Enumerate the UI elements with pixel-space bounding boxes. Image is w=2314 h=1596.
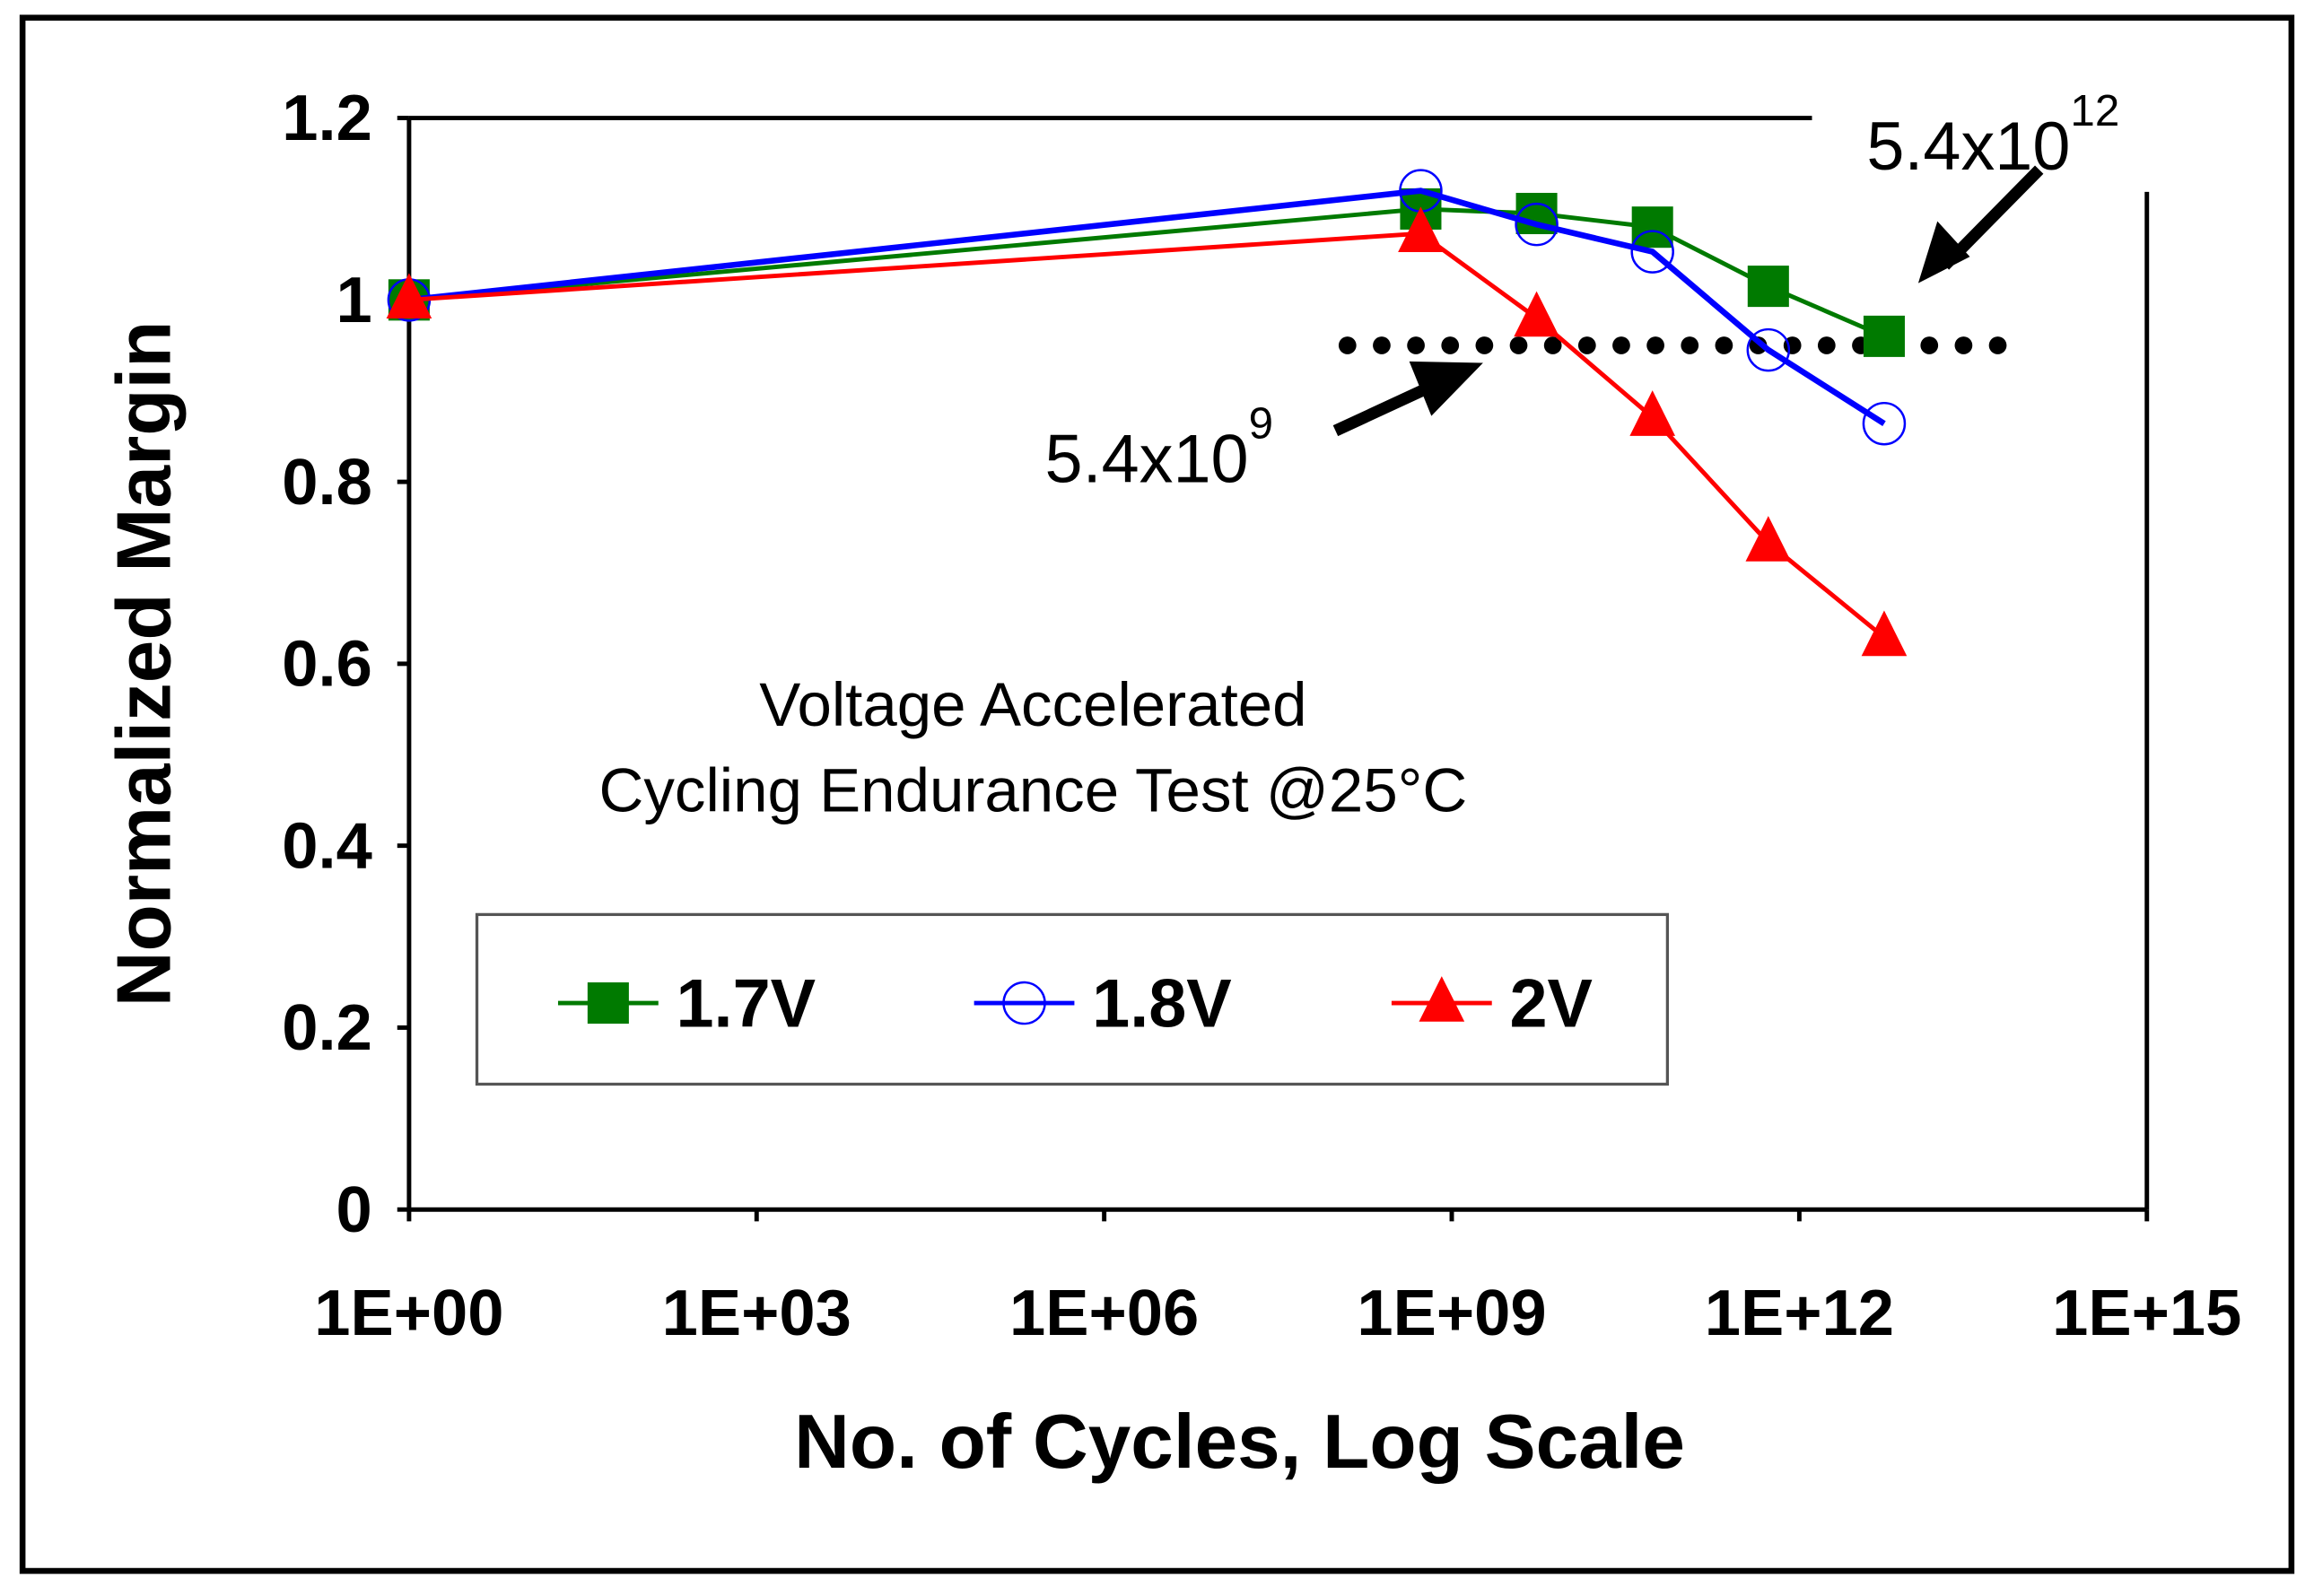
figure-border [19,14,2295,1574]
threshold-dot [1612,336,1630,354]
data-point [1745,516,1792,562]
y-tick-label: 1.2 [282,83,372,154]
data-point [1862,401,1907,446]
data-point [1630,230,1674,274]
y-tick-label: 0.4 [282,810,372,882]
x-tick-label: 1E+03 [662,1278,851,1349]
threshold-dot [1715,336,1733,354]
x-axis-label: No. of Cycles, Log Scale [794,1400,1685,1485]
y-tick-label: 0 [336,1174,372,1246]
threshold-dot [1988,336,2007,354]
legend-marker [1002,981,1046,1025]
arrow-12 [1917,165,2044,283]
data-point [1863,315,1905,357]
threshold-dot [1441,336,1460,354]
data-point [1631,206,1673,249]
chart-annotation-line2: Cycling Endurance Test @25°C [599,754,1468,824]
legend-label: 2V [1509,966,1593,1042]
data-point [1746,327,1791,372]
x-tick-label: 1E+06 [1009,1278,1199,1349]
data-point [1747,266,1789,308]
y-tick-label: 1 [336,265,372,336]
data-point [1861,610,1908,657]
threshold-dot [1407,336,1425,354]
annotation-12: 5.4x1012 [1866,86,2119,185]
threshold-dot [1920,336,1939,354]
y-tick-label: 0.8 [282,447,372,519]
data-point [386,273,432,319]
threshold-dot [1543,336,1562,354]
y-tick-label: 0.6 [282,629,372,701]
threshold-dot [1338,336,1357,354]
threshold-dot [1817,336,1836,354]
annotation-box [1812,81,2204,192]
legend-label: 1.7V [676,966,816,1042]
annotation-9: 5.4x109 [1045,398,1274,497]
threshold-dot [1577,336,1596,354]
threshold-dot [1373,336,1391,354]
y-tick-label: 0.2 [282,992,372,1064]
legend-label: 1.8V [1092,966,1232,1042]
x-tick-label: 1E+15 [2052,1278,2241,1349]
threshold-dot [1681,336,1699,354]
series-line [408,188,1886,426]
legend-marker [1419,976,1465,1022]
legend-marker [587,982,629,1025]
y-axis-label: Normalized Margin [102,321,188,1007]
x-tick-label: 1E+00 [314,1278,503,1349]
threshold-dot [1646,336,1664,354]
legend: 1.7V 1.8V 2V [475,912,1670,1086]
x-tick-label: 1E+12 [1705,1278,1894,1349]
chart-annotation-line1: Voltage Accelerated [759,669,1306,739]
threshold-dot [1509,336,1528,354]
series-2V [386,206,1908,657]
data-point [1515,202,1559,247]
data-point [1629,390,1676,436]
data-point [1514,291,1559,337]
threshold-dot [1954,336,1973,354]
data-point [1398,206,1444,253]
x-tick-label: 1E+09 [1357,1278,1546,1349]
arrow-9 [1332,361,1483,437]
threshold-dot [1475,336,1494,354]
